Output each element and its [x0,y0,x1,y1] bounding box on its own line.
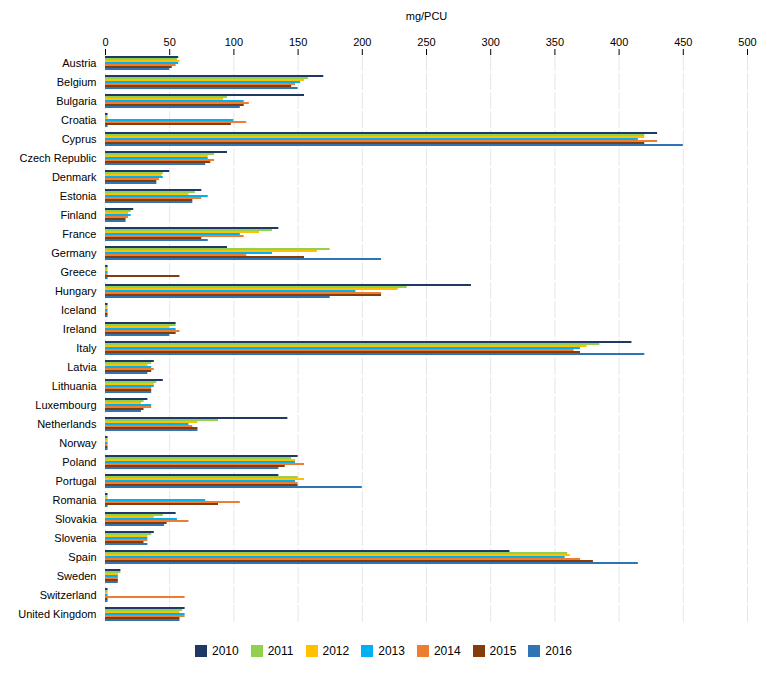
svg-text:Belgium: Belgium [57,76,97,88]
html-text:2012: 2012 [322,644,350,658]
svg-text:Poland: Poland [62,456,96,468]
svg-text:200: 200 [353,36,371,48]
svg-text:Croatia: Croatia [61,114,97,126]
svg-text:500: 500 [738,36,756,48]
svg-text:Hungary: Hungary [55,285,97,297]
svg-text:Sweden: Sweden [57,570,97,582]
svg-text:Czech Republic: Czech Republic [19,152,97,164]
svg-text:450: 450 [674,36,692,48]
svg-text:United Kingdom: United Kingdom [18,608,96,620]
svg-text:Latvia: Latvia [67,361,97,373]
svg-text:150: 150 [289,36,307,48]
html-text:2010: 2010 [212,644,239,658]
svg-text:Austria: Austria [62,57,97,69]
svg-text:Greece: Greece [60,266,96,278]
html-text:2016: 2016 [545,644,572,658]
svg-text:Romania: Romania [52,494,97,506]
svg-text:250: 250 [417,36,435,48]
svg-text:mg/PCU: mg/PCU [406,10,448,22]
svg-text:Luxembourg: Luxembourg [35,399,96,411]
svg-text:Germany: Germany [51,247,97,259]
svg-text:Norway: Norway [59,437,97,449]
svg-text:Denmark: Denmark [52,171,97,183]
svg-text:Iceland: Iceland [61,304,96,316]
svg-text:Lithuania: Lithuania [52,380,98,392]
svg-text:France: France [62,228,96,240]
svg-text:350: 350 [546,36,564,48]
svg-text:Portugal: Portugal [56,475,97,487]
svg-text:Slovakia: Slovakia [55,513,97,525]
svg-text:Finland: Finland [60,209,96,221]
svg-text:300: 300 [482,36,500,48]
svg-text:Switzerland: Switzerland [40,589,97,601]
svg-text:Netherlands: Netherlands [37,418,97,430]
svg-text:50: 50 [164,36,176,48]
svg-text:Ireland: Ireland [63,323,97,335]
svg-text:Spain: Spain [68,551,96,563]
svg-text:100: 100 [225,36,243,48]
html-text:2015: 2015 [489,644,517,658]
svg-text:Estonia: Estonia [60,190,98,202]
svg-text:0: 0 [102,36,108,48]
svg-text:Italy: Italy [76,342,97,354]
html-text:2013: 2013 [378,644,405,658]
svg-text:Cyprus: Cyprus [62,133,97,145]
svg-text:400: 400 [610,36,628,48]
html-text:2014: 2014 [433,644,461,658]
svg-text:Bulgaria: Bulgaria [56,95,97,107]
html-text:2011: 2011 [267,644,294,658]
svg-text:Slovenia: Slovenia [54,532,97,544]
